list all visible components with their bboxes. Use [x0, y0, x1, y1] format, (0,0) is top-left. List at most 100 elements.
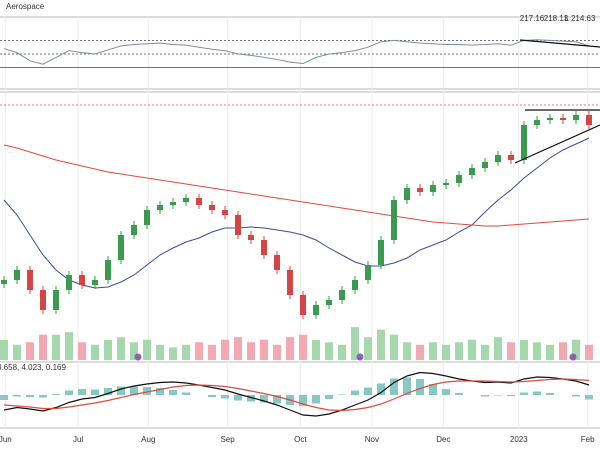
histogram-bar	[377, 383, 385, 395]
volume-bar	[299, 334, 307, 360]
candle-body	[235, 215, 241, 235]
histogram-bar	[182, 392, 190, 395]
volume-bar	[182, 344, 190, 360]
histogram-bar	[247, 395, 255, 402]
histogram-bar	[520, 392, 528, 395]
candle-body	[118, 235, 124, 260]
histogram-bar	[273, 395, 281, 404]
volume-bar	[221, 339, 229, 360]
chart-title: Aerospace	[6, 2, 45, 11]
candle-body	[586, 115, 592, 125]
candle-body	[378, 240, 384, 265]
volume-bar	[312, 339, 320, 360]
histogram-bar	[104, 388, 112, 395]
candle-body	[391, 200, 397, 240]
volume-bar	[208, 344, 216, 360]
x-tick-label: Dec	[436, 435, 450, 444]
volume-bar	[546, 344, 554, 360]
histogram-bar	[338, 394, 346, 395]
marks: Jun Jul Aug Sep Oct Nov Dec 2023 Feb 217.16 218.13…	[0, 14, 600, 444]
candle-body	[313, 305, 319, 315]
volume-bar	[260, 339, 268, 360]
candle-body	[196, 198, 202, 205]
volume-bar	[585, 344, 593, 360]
histogram-bar	[26, 395, 34, 397]
histogram-bar	[65, 390, 73, 395]
ohlc-label: 218.13	[544, 14, 569, 23]
volume-bar	[234, 337, 242, 360]
volume-bar	[13, 344, 21, 360]
event-icon	[569, 353, 577, 361]
histogram-bar	[156, 388, 164, 395]
histogram-bar	[312, 395, 320, 404]
histogram-bar	[130, 386, 138, 395]
x-tick-label: Jun	[0, 435, 12, 444]
histogram-bar	[39, 395, 47, 398]
histogram-bar	[117, 386, 125, 395]
candle-body	[53, 290, 59, 310]
volume-bar	[130, 342, 138, 360]
macd-label: 3.658, 4.023, 0.169	[0, 363, 67, 372]
histogram-bar	[52, 394, 60, 395]
volume-bar	[533, 342, 541, 360]
volume-bar	[156, 344, 164, 360]
volume-bar	[520, 339, 528, 360]
volume-bar	[429, 342, 437, 360]
trend-line	[514, 124, 600, 164]
histogram-bar	[0, 395, 8, 400]
volume-bar	[325, 342, 333, 360]
candle-body	[443, 183, 449, 185]
histogram-bar	[169, 390, 177, 395]
ohlc-label: 217.16	[520, 14, 545, 23]
histogram-bar	[78, 389, 86, 395]
volume-bar	[403, 342, 411, 360]
volume-bar	[351, 327, 359, 360]
histogram-bar	[13, 395, 21, 397]
candle-body	[404, 188, 410, 200]
candle-body	[248, 235, 254, 240]
histogram-bar	[351, 390, 359, 395]
candle-body	[573, 115, 579, 120]
candle-body	[131, 225, 137, 235]
histogram-bar	[403, 377, 411, 395]
candle-body	[326, 300, 332, 305]
moving-average	[3, 137, 590, 289]
moving-average	[3, 144, 590, 227]
volume-bar	[39, 334, 47, 360]
histogram-bar	[143, 387, 151, 395]
candle-body	[209, 205, 215, 210]
candle-body	[508, 155, 514, 160]
volume-bar	[286, 337, 294, 360]
candle-body	[27, 270, 33, 290]
volume-bar	[416, 344, 424, 360]
volume-bar	[169, 347, 177, 360]
histogram-bar	[481, 395, 489, 397]
volume-bar	[481, 344, 489, 360]
candle-body	[274, 255, 280, 270]
histogram-bar	[260, 395, 268, 403]
volume-bar	[364, 337, 372, 360]
x-tick-label: 2023	[510, 435, 528, 444]
histogram-bar	[494, 395, 502, 396]
x-tick-label: Oct	[294, 435, 307, 444]
histogram-bar	[429, 384, 437, 395]
volume-bar	[65, 332, 73, 360]
candle-body	[352, 280, 358, 290]
candle-body	[339, 290, 345, 300]
candle-body	[183, 198, 189, 202]
histogram-bar	[416, 379, 424, 395]
trend-line	[519, 39, 600, 48]
event-icon	[356, 353, 364, 361]
volume-bar	[559, 342, 567, 360]
candle-body	[521, 125, 527, 160]
histogram-bar	[91, 389, 99, 395]
histogram-bar	[507, 395, 515, 396]
candle-body	[456, 175, 462, 183]
candle-body	[365, 265, 371, 280]
candle-body	[469, 168, 475, 175]
histogram-bar	[299, 395, 307, 406]
x-tick-label: Jul	[73, 435, 83, 444]
x-tick-label: Nov	[365, 435, 379, 444]
candle-body	[14, 270, 20, 280]
